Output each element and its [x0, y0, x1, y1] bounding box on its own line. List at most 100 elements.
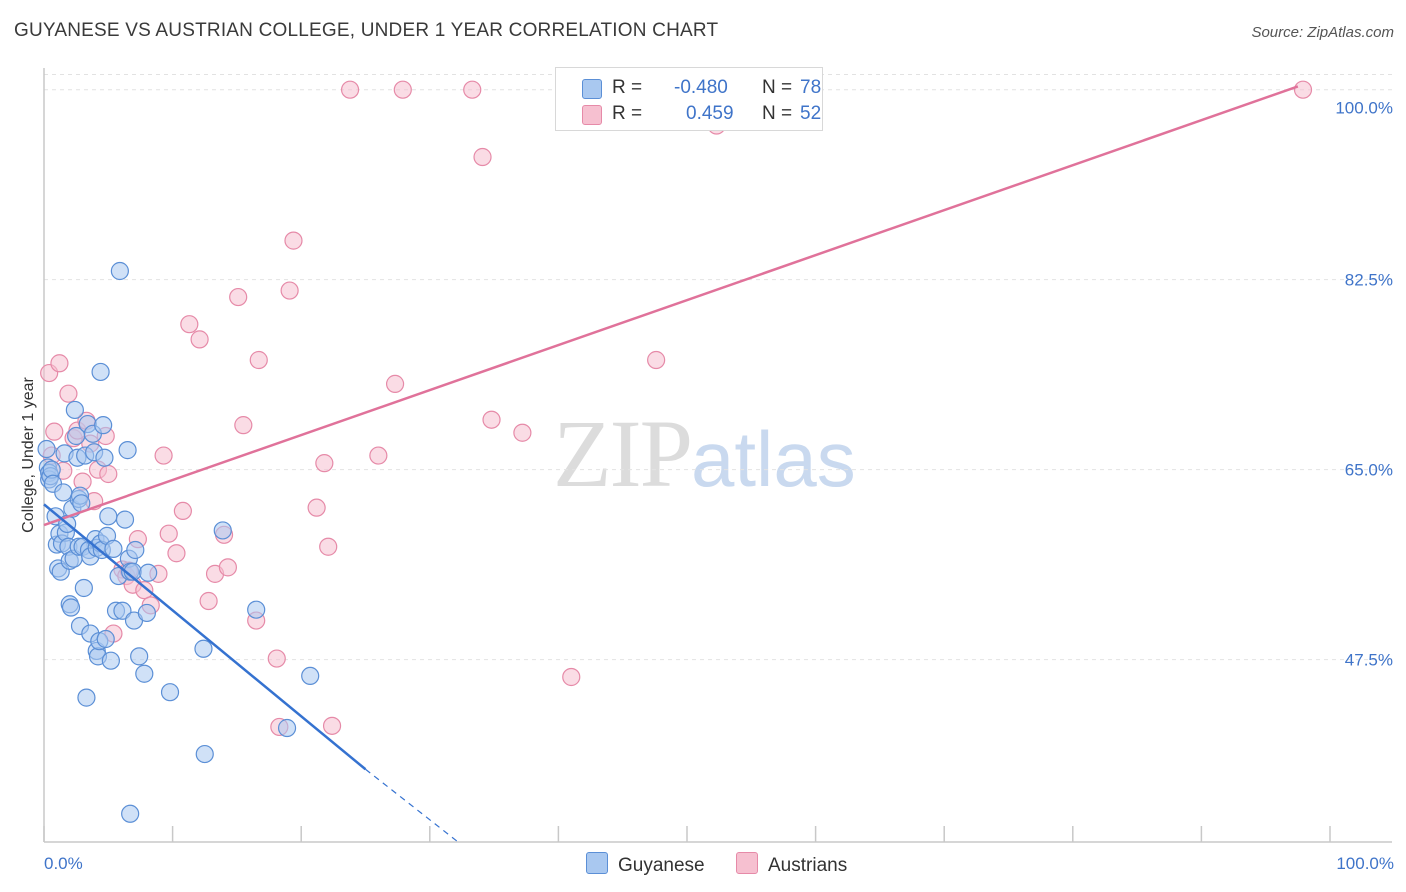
austrians-point	[393, 80, 412, 99]
austrians-point	[280, 281, 299, 300]
guyanese-point	[91, 362, 110, 382]
grid-lines	[44, 74, 1392, 661]
austrians-point	[173, 501, 192, 521]
guyanese-points	[37, 261, 320, 823]
austrians-point	[513, 423, 532, 442]
guyanese-point	[126, 540, 145, 560]
legend-r-value: 0.459	[686, 103, 734, 124]
austrians-point	[562, 667, 581, 687]
austrians-point	[1293, 80, 1313, 99]
watermark: ZIPatlas	[553, 398, 856, 509]
guyanese-point	[115, 510, 135, 529]
austrians-point	[647, 350, 666, 370]
legend-n-value: 78	[800, 77, 822, 98]
austrians-point	[59, 384, 78, 403]
austrians-point	[284, 231, 303, 250]
guyanese-point	[160, 683, 180, 702]
x-ticks	[43, 826, 1331, 842]
guyanese-trend-line	[43, 503, 367, 771]
austrians-point	[135, 581, 154, 600]
series-swatch-blue	[586, 852, 608, 874]
y-axis-title: College, Under 1 year	[20, 377, 37, 533]
austrians-point	[45, 422, 64, 441]
series-legend-austrians: Austrians	[736, 852, 847, 877]
guyanese-point	[113, 601, 132, 620]
austrians-point	[322, 716, 342, 735]
austrians-point	[369, 446, 388, 465]
austrians-point	[315, 454, 334, 473]
y-tick-labels: 47.5% 65.0% 82.5% 100.0%	[1335, 99, 1393, 670]
austrians-point	[340, 80, 360, 99]
austrians-point	[159, 524, 178, 543]
guyanese-point	[110, 261, 129, 281]
austrians-point	[154, 446, 173, 465]
guyanese-point	[121, 804, 140, 823]
legend-r-label: R =	[612, 77, 643, 98]
guyanese-point	[104, 539, 123, 559]
series-label-austrians: Austrians	[768, 855, 848, 876]
legend-n-label: N =	[762, 103, 793, 124]
x-tick-label-max: 100.0%	[1336, 854, 1394, 873]
guyanese-point	[130, 647, 149, 666]
chart-title: GUYANESE VS AUSTRIAN COLLEGE, UNDER 1 YE…	[14, 20, 719, 41]
guyanese-point	[54, 483, 73, 502]
guyanese-point	[137, 603, 156, 623]
guyanese-point	[65, 400, 84, 420]
guyanese-point	[213, 521, 232, 540]
austrians-point	[99, 464, 118, 484]
austrians-point	[167, 544, 186, 563]
guyanese-point	[194, 639, 213, 658]
guyanese-point	[61, 598, 81, 617]
legend-swatch-pink	[582, 105, 602, 125]
austrians-point	[385, 374, 405, 393]
legend-r-value: -0.480	[674, 77, 728, 98]
austrians-point	[234, 416, 253, 435]
austrians-points	[40, 80, 1313, 737]
austrians-point	[249, 350, 268, 370]
stats-legend: R = -0.480 N = 78 R = 0.459 N = 52	[555, 67, 823, 131]
guyanese-point	[139, 563, 158, 582]
y-tick-label: 65.0%	[1345, 461, 1393, 480]
series-label-guyanese: Guyanese	[618, 855, 705, 876]
guyanese-point	[247, 600, 266, 619]
guyanese-point	[96, 629, 115, 649]
y-tick-label: 100.0%	[1335, 99, 1393, 118]
guyanese-point	[77, 688, 96, 707]
guyanese-point	[118, 441, 137, 460]
trend-lines	[43, 85, 1299, 843]
austrians-point	[319, 537, 338, 556]
series-swatch-pink	[736, 852, 758, 874]
watermark-atlas: atlas	[691, 415, 856, 503]
guyanese-point	[94, 416, 113, 435]
guyanese-point	[37, 439, 56, 459]
legend-n-label: N =	[762, 77, 793, 98]
legend-r-label: R =	[612, 103, 643, 124]
austrians-trend-line	[43, 85, 1299, 527]
austrians-point	[50, 354, 69, 373]
source-label: Source: ZipAtlas.com	[1251, 24, 1394, 41]
guyanese-point	[74, 578, 93, 598]
guyanese-point	[195, 744, 214, 764]
austrians-point	[218, 558, 237, 577]
guyanese-point	[301, 666, 320, 686]
guyanese-point	[99, 507, 118, 526]
austrians-point	[199, 591, 218, 611]
austrians-point	[229, 287, 248, 307]
guyanese-trend-extension	[365, 768, 459, 843]
austrians-point	[473, 147, 492, 167]
austrians-point	[307, 498, 326, 517]
austrians-point	[482, 410, 501, 429]
guyanese-point	[135, 664, 154, 683]
legend-swatch-blue	[582, 79, 602, 99]
y-tick-label: 47.5%	[1345, 651, 1393, 670]
austrians-point	[180, 315, 199, 334]
watermark-zip: ZIP	[553, 400, 693, 507]
legend-n-value: 52	[800, 103, 822, 124]
x-tick-label-min: 0.0%	[44, 854, 83, 873]
guyanese-point	[277, 718, 297, 738]
austrians-point	[463, 80, 482, 99]
y-tick-label: 82.5%	[1345, 271, 1393, 290]
guyanese-point	[95, 448, 114, 467]
austrians-point	[267, 649, 286, 668]
